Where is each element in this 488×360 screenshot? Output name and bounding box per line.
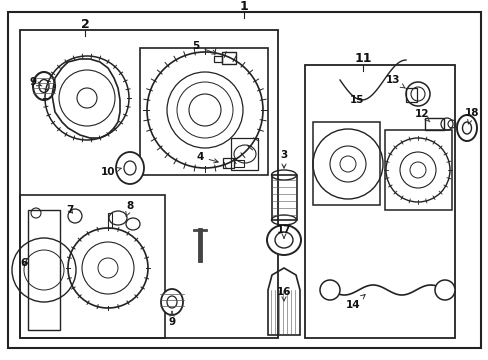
Bar: [20, 30, 278, 338]
Ellipse shape: [161, 289, 183, 315]
Bar: [214, 56, 222, 62]
Bar: [140, 48, 267, 175]
Text: 2: 2: [81, 18, 89, 31]
Text: 12: 12: [414, 109, 429, 122]
Text: 13: 13: [385, 75, 405, 88]
Bar: [384, 130, 451, 210]
Text: 18: 18: [464, 108, 478, 124]
Circle shape: [434, 280, 454, 300]
Text: 10: 10: [101, 167, 121, 177]
Ellipse shape: [456, 115, 476, 141]
Text: 17: 17: [276, 225, 291, 238]
Bar: [223, 158, 234, 168]
Bar: [230, 138, 258, 170]
Bar: [312, 122, 379, 205]
Text: 15: 15: [349, 95, 364, 105]
Text: 5: 5: [192, 41, 216, 54]
Ellipse shape: [274, 232, 292, 248]
Ellipse shape: [462, 122, 470, 134]
Text: 11: 11: [353, 51, 371, 64]
Ellipse shape: [116, 152, 143, 184]
Bar: [234, 160, 244, 167]
Bar: [28, 210, 60, 330]
Text: 9: 9: [29, 77, 42, 87]
Bar: [222, 52, 236, 64]
Bar: [20, 195, 164, 338]
Ellipse shape: [266, 225, 301, 255]
Bar: [271, 175, 296, 220]
Text: 6: 6: [20, 258, 27, 268]
Text: 4: 4: [196, 152, 218, 163]
Text: 7: 7: [66, 205, 74, 215]
Text: 16: 16: [276, 287, 291, 301]
Text: 14: 14: [345, 294, 365, 310]
Bar: [305, 65, 454, 338]
Bar: [424, 118, 443, 130]
Bar: [405, 88, 416, 102]
Bar: [108, 213, 112, 228]
Text: 1: 1: [239, 0, 248, 13]
Text: 9: 9: [168, 311, 175, 327]
Text: 3: 3: [280, 150, 287, 168]
Text: 8: 8: [125, 201, 133, 216]
Circle shape: [319, 280, 339, 300]
